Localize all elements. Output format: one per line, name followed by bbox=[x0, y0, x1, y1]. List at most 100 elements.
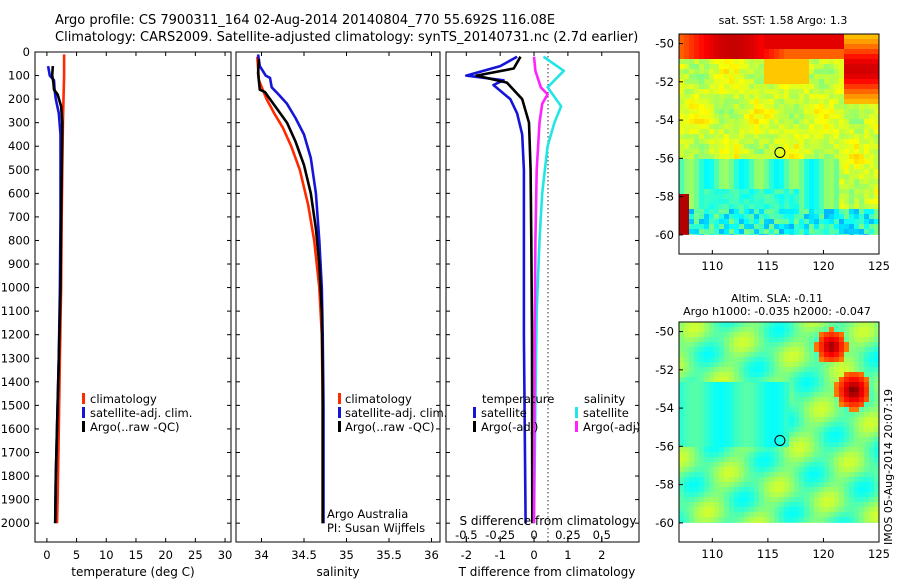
heatmap-cell bbox=[794, 497, 799, 502]
heatmap-cell bbox=[864, 472, 869, 477]
heatmap-cell bbox=[809, 164, 814, 169]
heatmap-cell bbox=[849, 114, 854, 119]
heatmap-cell bbox=[754, 204, 759, 209]
heatmap-cell bbox=[769, 482, 774, 487]
heatmap-cell bbox=[839, 184, 844, 189]
heatmap-cell bbox=[824, 387, 829, 392]
heatmap-cell bbox=[819, 229, 824, 234]
heatmap-cell bbox=[809, 199, 814, 204]
heatmap-cell bbox=[704, 507, 709, 512]
heatmap-cell bbox=[834, 104, 839, 109]
heatmap-cell bbox=[734, 467, 739, 472]
heatmap-cell bbox=[824, 214, 829, 219]
heatmap-cell bbox=[839, 169, 844, 174]
heatmap-cell bbox=[844, 99, 849, 104]
heatmap-cell bbox=[694, 94, 699, 99]
heatmap-cell bbox=[869, 69, 874, 74]
heatmap-cell bbox=[754, 392, 759, 397]
heatmap-cell bbox=[809, 114, 814, 119]
heatmap-cell bbox=[799, 224, 804, 229]
heatmap-cell bbox=[844, 467, 849, 472]
heatmap-cell bbox=[769, 392, 774, 397]
heatmap-cell bbox=[779, 39, 784, 44]
heatmap-cell bbox=[844, 502, 849, 507]
heatmap-cell bbox=[684, 204, 689, 209]
heatmap-cell bbox=[729, 79, 734, 84]
heatmap-cell bbox=[689, 119, 694, 124]
heatmap-cell bbox=[814, 129, 819, 134]
heatmap-cell bbox=[839, 149, 844, 154]
heatmap-cell bbox=[689, 477, 694, 482]
heatmap-cell bbox=[694, 164, 699, 169]
heatmap-cell bbox=[859, 322, 864, 327]
heatmap-cell bbox=[859, 179, 864, 184]
heatmap-cell bbox=[814, 124, 819, 129]
heatmap-cell bbox=[754, 407, 759, 412]
heatmap-cell bbox=[844, 427, 849, 432]
heatmap-cell bbox=[709, 189, 714, 194]
heatmap-cell bbox=[859, 332, 864, 337]
heatmap-cell bbox=[854, 204, 859, 209]
heatmap-cell bbox=[769, 447, 774, 452]
heatmap-cell bbox=[824, 199, 829, 204]
heatmap-cell bbox=[864, 54, 869, 59]
heatmap-cell bbox=[729, 204, 734, 209]
heatmap-cell bbox=[854, 517, 859, 522]
heatmap-cell bbox=[839, 502, 844, 507]
heatmap-cell bbox=[689, 472, 694, 477]
heatmap-cell bbox=[759, 94, 764, 99]
heatmap-cell bbox=[684, 134, 689, 139]
heatmap-cell bbox=[814, 457, 819, 462]
heatmap-cell bbox=[709, 44, 714, 49]
heatmap-cell bbox=[874, 332, 879, 337]
heatmap-cell bbox=[749, 79, 754, 84]
heatmap-cell bbox=[694, 457, 699, 462]
heatmap-cell bbox=[689, 462, 694, 467]
heatmap-cell bbox=[699, 229, 704, 234]
heatmap-cell bbox=[714, 387, 719, 392]
heatmap-cell bbox=[854, 512, 859, 517]
heatmap-cell bbox=[714, 467, 719, 472]
heatmap-cell bbox=[779, 502, 784, 507]
heatmap-cell bbox=[709, 174, 714, 179]
heatmap-cell bbox=[829, 407, 834, 412]
heatmap-cell bbox=[779, 447, 784, 452]
heatmap-cell bbox=[744, 352, 749, 357]
heatmap-cell bbox=[814, 327, 819, 332]
heatmap-cell bbox=[804, 109, 809, 114]
argo-location-marker bbox=[774, 434, 786, 446]
heatmap-cell bbox=[859, 54, 864, 59]
heatmap-cell bbox=[694, 452, 699, 457]
heatmap-cell bbox=[854, 164, 859, 169]
heatmap-cell bbox=[834, 119, 839, 124]
heatmap-cell bbox=[719, 49, 724, 54]
heatmap-cell bbox=[714, 154, 719, 159]
heatmap-cell bbox=[729, 457, 734, 462]
heatmap-cell bbox=[714, 94, 719, 99]
heatmap-cell bbox=[784, 49, 789, 54]
heatmap-cell bbox=[849, 327, 854, 332]
heatmap-cell bbox=[859, 452, 864, 457]
heatmap-cell bbox=[874, 119, 879, 124]
heatmap-cell bbox=[724, 99, 729, 104]
heatmap-cell bbox=[819, 452, 824, 457]
heatmap-cell bbox=[769, 337, 774, 342]
depth-tick-label: 1900 bbox=[1, 493, 30, 507]
heatmap-cell bbox=[789, 492, 794, 497]
heatmap-cell bbox=[799, 442, 804, 447]
heatmap-cell bbox=[784, 139, 789, 144]
heatmap-cell bbox=[714, 229, 719, 234]
heatmap-cell bbox=[774, 234, 779, 235]
depth-tick-label: 600 bbox=[8, 186, 30, 200]
heatmap-cell bbox=[714, 407, 719, 412]
heatmap-cell bbox=[854, 367, 859, 372]
heatmap-cell bbox=[689, 487, 694, 492]
s-difference-xlabel: S difference from climatology bbox=[460, 514, 637, 528]
heatmap-cell bbox=[849, 432, 854, 437]
heatmap-cell bbox=[699, 149, 704, 154]
heatmap-cell bbox=[679, 457, 684, 462]
heatmap-cell bbox=[724, 94, 729, 99]
heatmap-cell bbox=[724, 417, 729, 422]
heatmap-cell bbox=[814, 417, 819, 422]
heatmap-cell bbox=[759, 337, 764, 342]
